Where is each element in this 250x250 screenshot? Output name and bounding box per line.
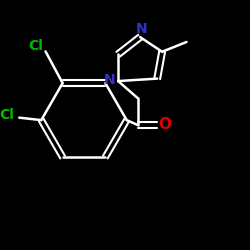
Text: O: O <box>158 116 171 132</box>
Text: Cl: Cl <box>28 40 43 54</box>
Text: N: N <box>136 22 147 36</box>
Text: Cl: Cl <box>0 108 14 122</box>
Text: N: N <box>104 73 116 87</box>
